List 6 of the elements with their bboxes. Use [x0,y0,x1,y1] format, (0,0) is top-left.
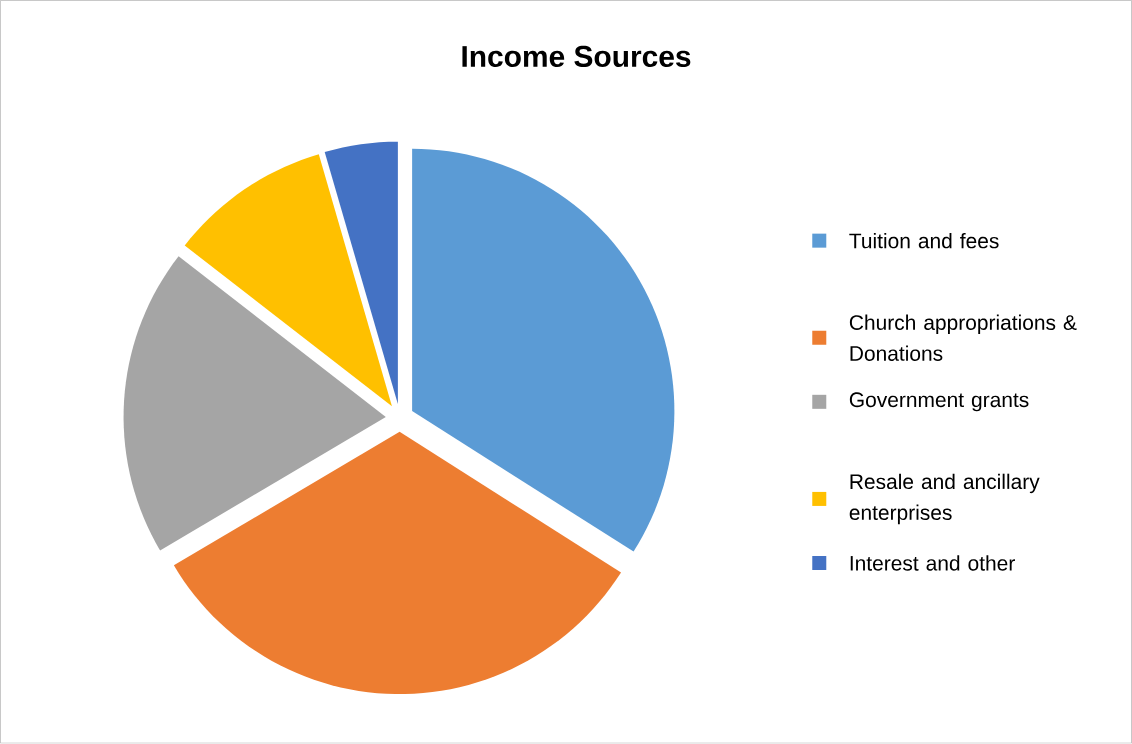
legend-label: Government grants [849,392,1029,412]
legend-label: Tuition and fees [849,233,999,249]
legend-label: Resale and ancillary enterprises [849,473,1040,525]
chart-title: Income Sources [462,46,691,68]
legend-label: Church appropriations & Donations [849,314,1077,362]
legend-label: Interest and other [850,555,1015,571]
